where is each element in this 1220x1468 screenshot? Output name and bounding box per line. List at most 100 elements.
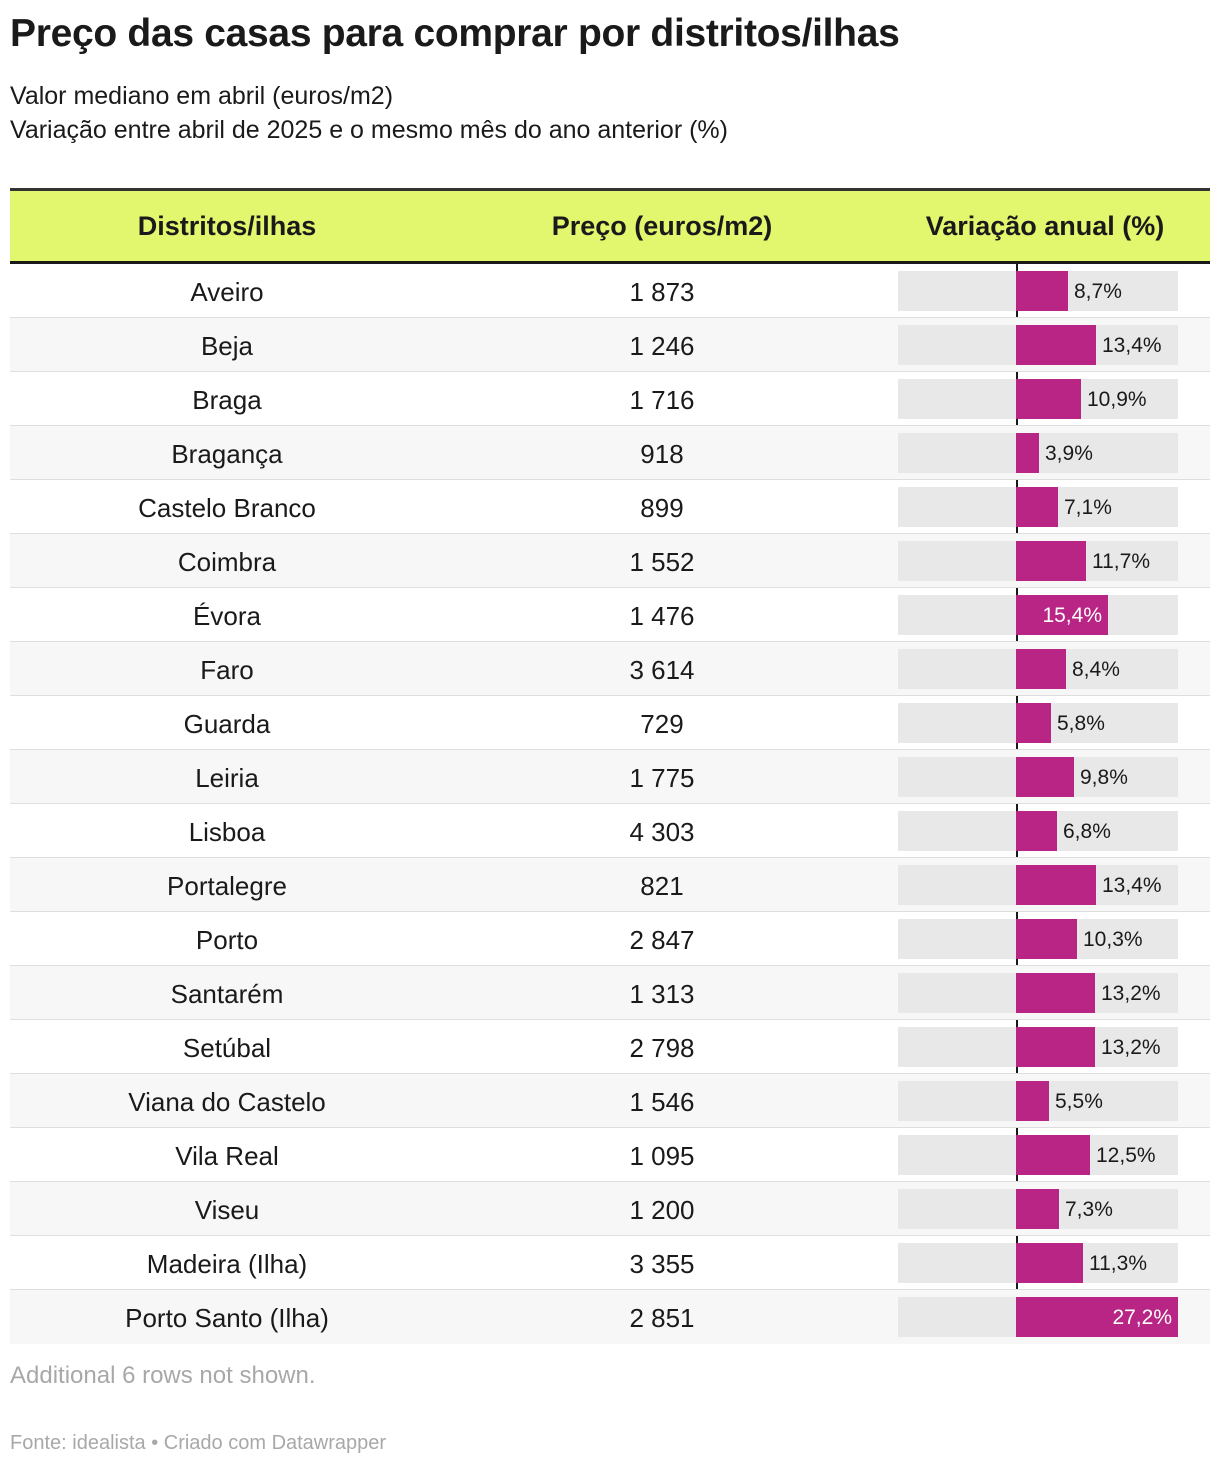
district-cell: Setúbal — [182, 1033, 272, 1063]
variation-bar — [1016, 973, 1095, 1013]
variation-bar-track: 7,3% — [898, 1189, 1178, 1229]
variation-bar — [1016, 541, 1086, 581]
table-row: Viana do Castelo 1 546 5,5% — [10, 1074, 1210, 1128]
variation-label: 5,8% — [1057, 712, 1105, 735]
variation-label: 13,2% — [1101, 1036, 1161, 1059]
table-body: Aveiro 1 873 8,7% Beja 1 246 13,4% Braga 1 716 1… — [10, 264, 1210, 1344]
table-row: Lisboa 4 303 6,8% — [10, 804, 1210, 858]
price-cell: 1 313 — [629, 979, 695, 1009]
table-row: Guarda 729 5,8% — [10, 696, 1210, 750]
district-cell: Lisboa — [188, 817, 266, 847]
district-cell: Évora — [193, 601, 261, 631]
district-cell: Santarém — [170, 979, 284, 1009]
price-cell: 1 775 — [629, 763, 695, 793]
variation-bar — [1016, 649, 1066, 689]
variation-bar-track: 9,8% — [898, 757, 1178, 797]
variation-bar-track: 3,9% — [898, 433, 1178, 473]
column-header-district[interactable]: Distritos/ilhas — [137, 211, 317, 241]
variation-label: 7,1% — [1064, 496, 1112, 519]
table-row: Porto 2 847 10,3% — [10, 912, 1210, 966]
variation-bar — [1016, 757, 1074, 797]
table-row: Faro 3 614 8,4% — [10, 642, 1210, 696]
variation-bar — [1016, 325, 1096, 365]
chart-subtitle-line2: Variação entre abril de 2025 e o mesmo m… — [10, 116, 728, 144]
price-cell: 1 476 — [629, 601, 695, 631]
variation-label: 5,5% — [1055, 1090, 1103, 1113]
table-row: Aveiro 1 873 8,7% — [10, 264, 1210, 318]
variation-bar-track: 11,7% — [898, 541, 1178, 581]
table-row: Braga 1 716 10,9% — [10, 372, 1210, 426]
variation-bar — [1016, 1189, 1059, 1229]
table-row: Castelo Branco 899 7,1% — [10, 480, 1210, 534]
price-cell: 899 — [640, 493, 684, 523]
table-row: Porto Santo (Ilha) 2 851 27,2% — [10, 1290, 1210, 1344]
district-cell: Leiria — [195, 763, 259, 793]
variation-bar — [1016, 1135, 1090, 1175]
chart-subtitle-line1: Valor mediano em abril (euros/m2) — [10, 82, 394, 110]
table-row: Madeira (Ilha) 3 355 11,3% — [10, 1236, 1210, 1290]
variation-label: 13,4% — [1102, 874, 1162, 897]
column-header-variation[interactable]: Variação anual (%) — [925, 211, 1165, 241]
district-cell: Vila Real — [175, 1141, 279, 1171]
variation-bar-track: 7,1% — [898, 487, 1178, 527]
column-header-price[interactable]: Preço (euros/m2) — [551, 211, 773, 241]
table-row: Beja 1 246 13,4% — [10, 318, 1210, 372]
district-cell: Viana do Castelo — [128, 1087, 326, 1117]
variation-label: 8,4% — [1072, 658, 1120, 681]
price-cell: 2 798 — [629, 1033, 695, 1063]
table-row: Portalegre 821 13,4% — [10, 858, 1210, 912]
variation-bar-track: 8,4% — [898, 649, 1178, 689]
variation-bar-track: 6,8% — [898, 811, 1178, 851]
rows-hidden-note: Additional 6 rows not shown. — [10, 1362, 316, 1389]
district-cell: Bragança — [171, 439, 283, 469]
bar-zero-axis — [1016, 264, 1018, 1344]
variation-bar-track: 10,3% — [898, 919, 1178, 959]
district-cell: Guarda — [183, 709, 271, 739]
price-cell: 3 355 — [629, 1249, 695, 1279]
variation-bar-track: 13,2% — [898, 973, 1178, 1013]
variation-bar-track: 5,5% — [898, 1081, 1178, 1121]
price-cell: 2 847 — [629, 925, 695, 955]
table-row: Bragança 918 3,9% — [10, 426, 1210, 480]
variation-bar — [1016, 379, 1081, 419]
district-cell: Braga — [192, 385, 262, 415]
variation-bar — [1016, 865, 1096, 905]
table-row: Leiria 1 775 9,8% — [10, 750, 1210, 804]
data-table: Distritos/ilhas Preço (euros/m2) Variaçã… — [10, 188, 1210, 1344]
variation-label: 8,7% — [1074, 280, 1122, 303]
district-cell: Castelo Branco — [138, 493, 316, 523]
price-cell: 918 — [640, 439, 684, 469]
price-cell: 4 303 — [629, 817, 695, 847]
table-header: Distritos/ilhas Preço (euros/m2) Variaçã… — [10, 188, 1210, 264]
variation-bar — [1016, 433, 1039, 473]
table-row: Vila Real 1 095 12,5% — [10, 1128, 1210, 1182]
variation-bar — [1016, 1081, 1049, 1121]
variation-label: 15,4% — [1042, 604, 1102, 627]
price-cell: 729 — [640, 709, 684, 739]
variation-label: 13,2% — [1101, 982, 1161, 1005]
variation-bar — [1016, 919, 1077, 959]
district-cell: Porto Santo (Ilha) — [125, 1303, 329, 1333]
variation-label: 11,3% — [1089, 1252, 1147, 1275]
variation-bar — [1016, 1243, 1083, 1283]
variation-label: 9,8% — [1080, 766, 1128, 789]
variation-bar — [1016, 1297, 1178, 1337]
district-cell: Portalegre — [167, 871, 287, 901]
variation-label: 12,5% — [1096, 1144, 1156, 1167]
variation-bar — [1016, 811, 1057, 851]
price-cell: 3 614 — [629, 655, 695, 685]
price-cell: 821 — [640, 871, 684, 901]
source-footer: Fonte: idealista • Criado com Datawrappe… — [10, 1432, 387, 1454]
price-cell: 1 546 — [629, 1087, 695, 1117]
variation-bar-track: 12,5% — [898, 1135, 1178, 1175]
price-cell: 1 246 — [629, 331, 695, 361]
district-cell: Aveiro — [190, 277, 264, 307]
district-cell: Porto — [195, 925, 259, 955]
variation-label: 10,9% — [1087, 388, 1147, 411]
variation-bar — [1016, 703, 1051, 743]
variation-label: 6,8% — [1063, 820, 1111, 843]
price-cell: 1 873 — [629, 277, 695, 307]
table-row: Santarém 1 313 13,2% — [10, 966, 1210, 1020]
variation-label: 13,4% — [1102, 334, 1162, 357]
table-row: Coimbra 1 552 11,7% — [10, 534, 1210, 588]
